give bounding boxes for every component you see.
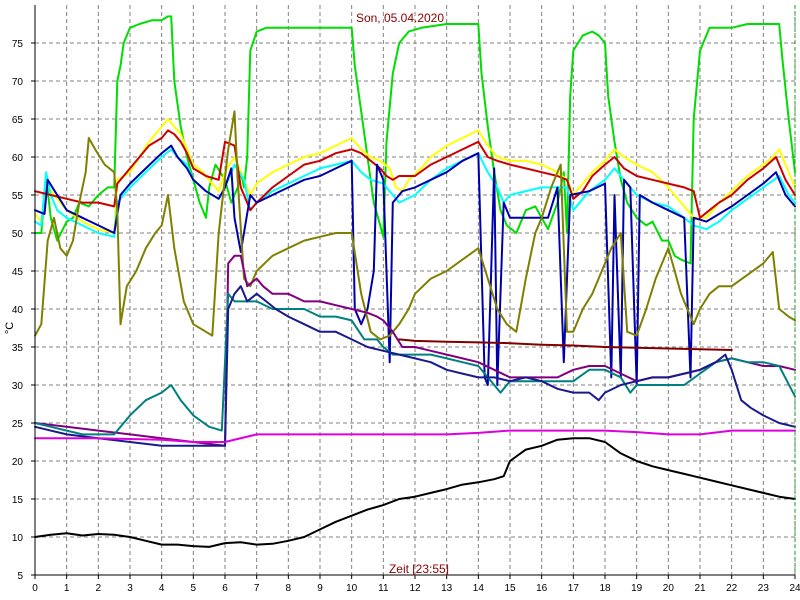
series-layer xyxy=(34,15,796,548)
y-tick-label: 15 xyxy=(12,495,24,506)
y-tick-label: 35 xyxy=(12,343,24,354)
series-line-6 xyxy=(34,110,796,341)
x-tick-label: 19 xyxy=(631,583,643,594)
x-tick-label: 14 xyxy=(473,583,485,594)
chart-title: Son, 05.04.2020 xyxy=(356,11,444,25)
x-tick-label: 13 xyxy=(441,583,453,594)
y-tick-label: 30 xyxy=(12,381,24,392)
x-tick-label: 0 xyxy=(32,583,38,594)
y-tick-label: 55 xyxy=(12,191,24,202)
series-line-9 xyxy=(34,285,796,447)
series-line-12 xyxy=(34,437,796,548)
series-line-2 xyxy=(34,118,796,234)
x-tick-label: 6 xyxy=(222,583,228,594)
x-tick-label: 20 xyxy=(663,583,675,594)
y-tick-label: 25 xyxy=(12,419,24,430)
series-line-5 xyxy=(34,144,796,386)
series-line-8 xyxy=(34,292,796,436)
series-line-10 xyxy=(398,338,733,351)
series-line-11 xyxy=(34,429,796,443)
x-tick-label: 11 xyxy=(378,583,389,594)
y-tick-label: 65 xyxy=(12,115,24,126)
y-tick-label: 45 xyxy=(12,267,24,278)
x-tick-label: 15 xyxy=(504,583,516,594)
x-tick-label: 8 xyxy=(286,583,292,594)
x-tick-label: 2 xyxy=(96,583,102,594)
x-tick-label: 10 xyxy=(346,583,358,594)
x-tick-label: 18 xyxy=(599,583,611,594)
x-tick-label: 7 xyxy=(254,583,260,594)
y-tick-label: 70 xyxy=(12,77,24,88)
x-tick-label: 17 xyxy=(568,583,580,594)
x-tick-label: 4 xyxy=(159,583,165,594)
x-tick-label: 23 xyxy=(758,583,770,594)
x-tick-label: 1 xyxy=(64,583,70,594)
x-tick-label: 12 xyxy=(409,583,421,594)
y-tick-label: 75 xyxy=(12,39,24,50)
y-tick-label: 60 xyxy=(12,153,24,164)
x-axis-label: Zeit [23:55] xyxy=(389,562,449,576)
y-tick-label: 50 xyxy=(12,229,24,240)
x-tick-label: 21 xyxy=(694,583,706,594)
series-line-4 xyxy=(34,129,796,219)
x-tick-label: 5 xyxy=(191,583,197,594)
y-tick-label: 40 xyxy=(12,305,24,316)
x-tick-label: 9 xyxy=(317,583,323,594)
y-tick-label: 10 xyxy=(12,533,24,544)
y-axis-label: °C xyxy=(4,322,16,334)
x-tick-label: 3 xyxy=(127,583,133,594)
x-tick-label: 16 xyxy=(536,583,548,594)
series-line-1 xyxy=(34,15,796,265)
x-tick-label: 24 xyxy=(789,583,800,594)
y-tick-label: 5 xyxy=(17,571,23,582)
label-layer: 0 1 2 3 4 5 6 7 8 9 10 11 12 13 14 15 16 17 18 19 20 21 22 23 24… xyxy=(4,11,800,594)
axis-layer xyxy=(31,5,796,579)
y-tick-label: 20 xyxy=(12,457,24,468)
x-tick-label: 22 xyxy=(726,583,738,594)
